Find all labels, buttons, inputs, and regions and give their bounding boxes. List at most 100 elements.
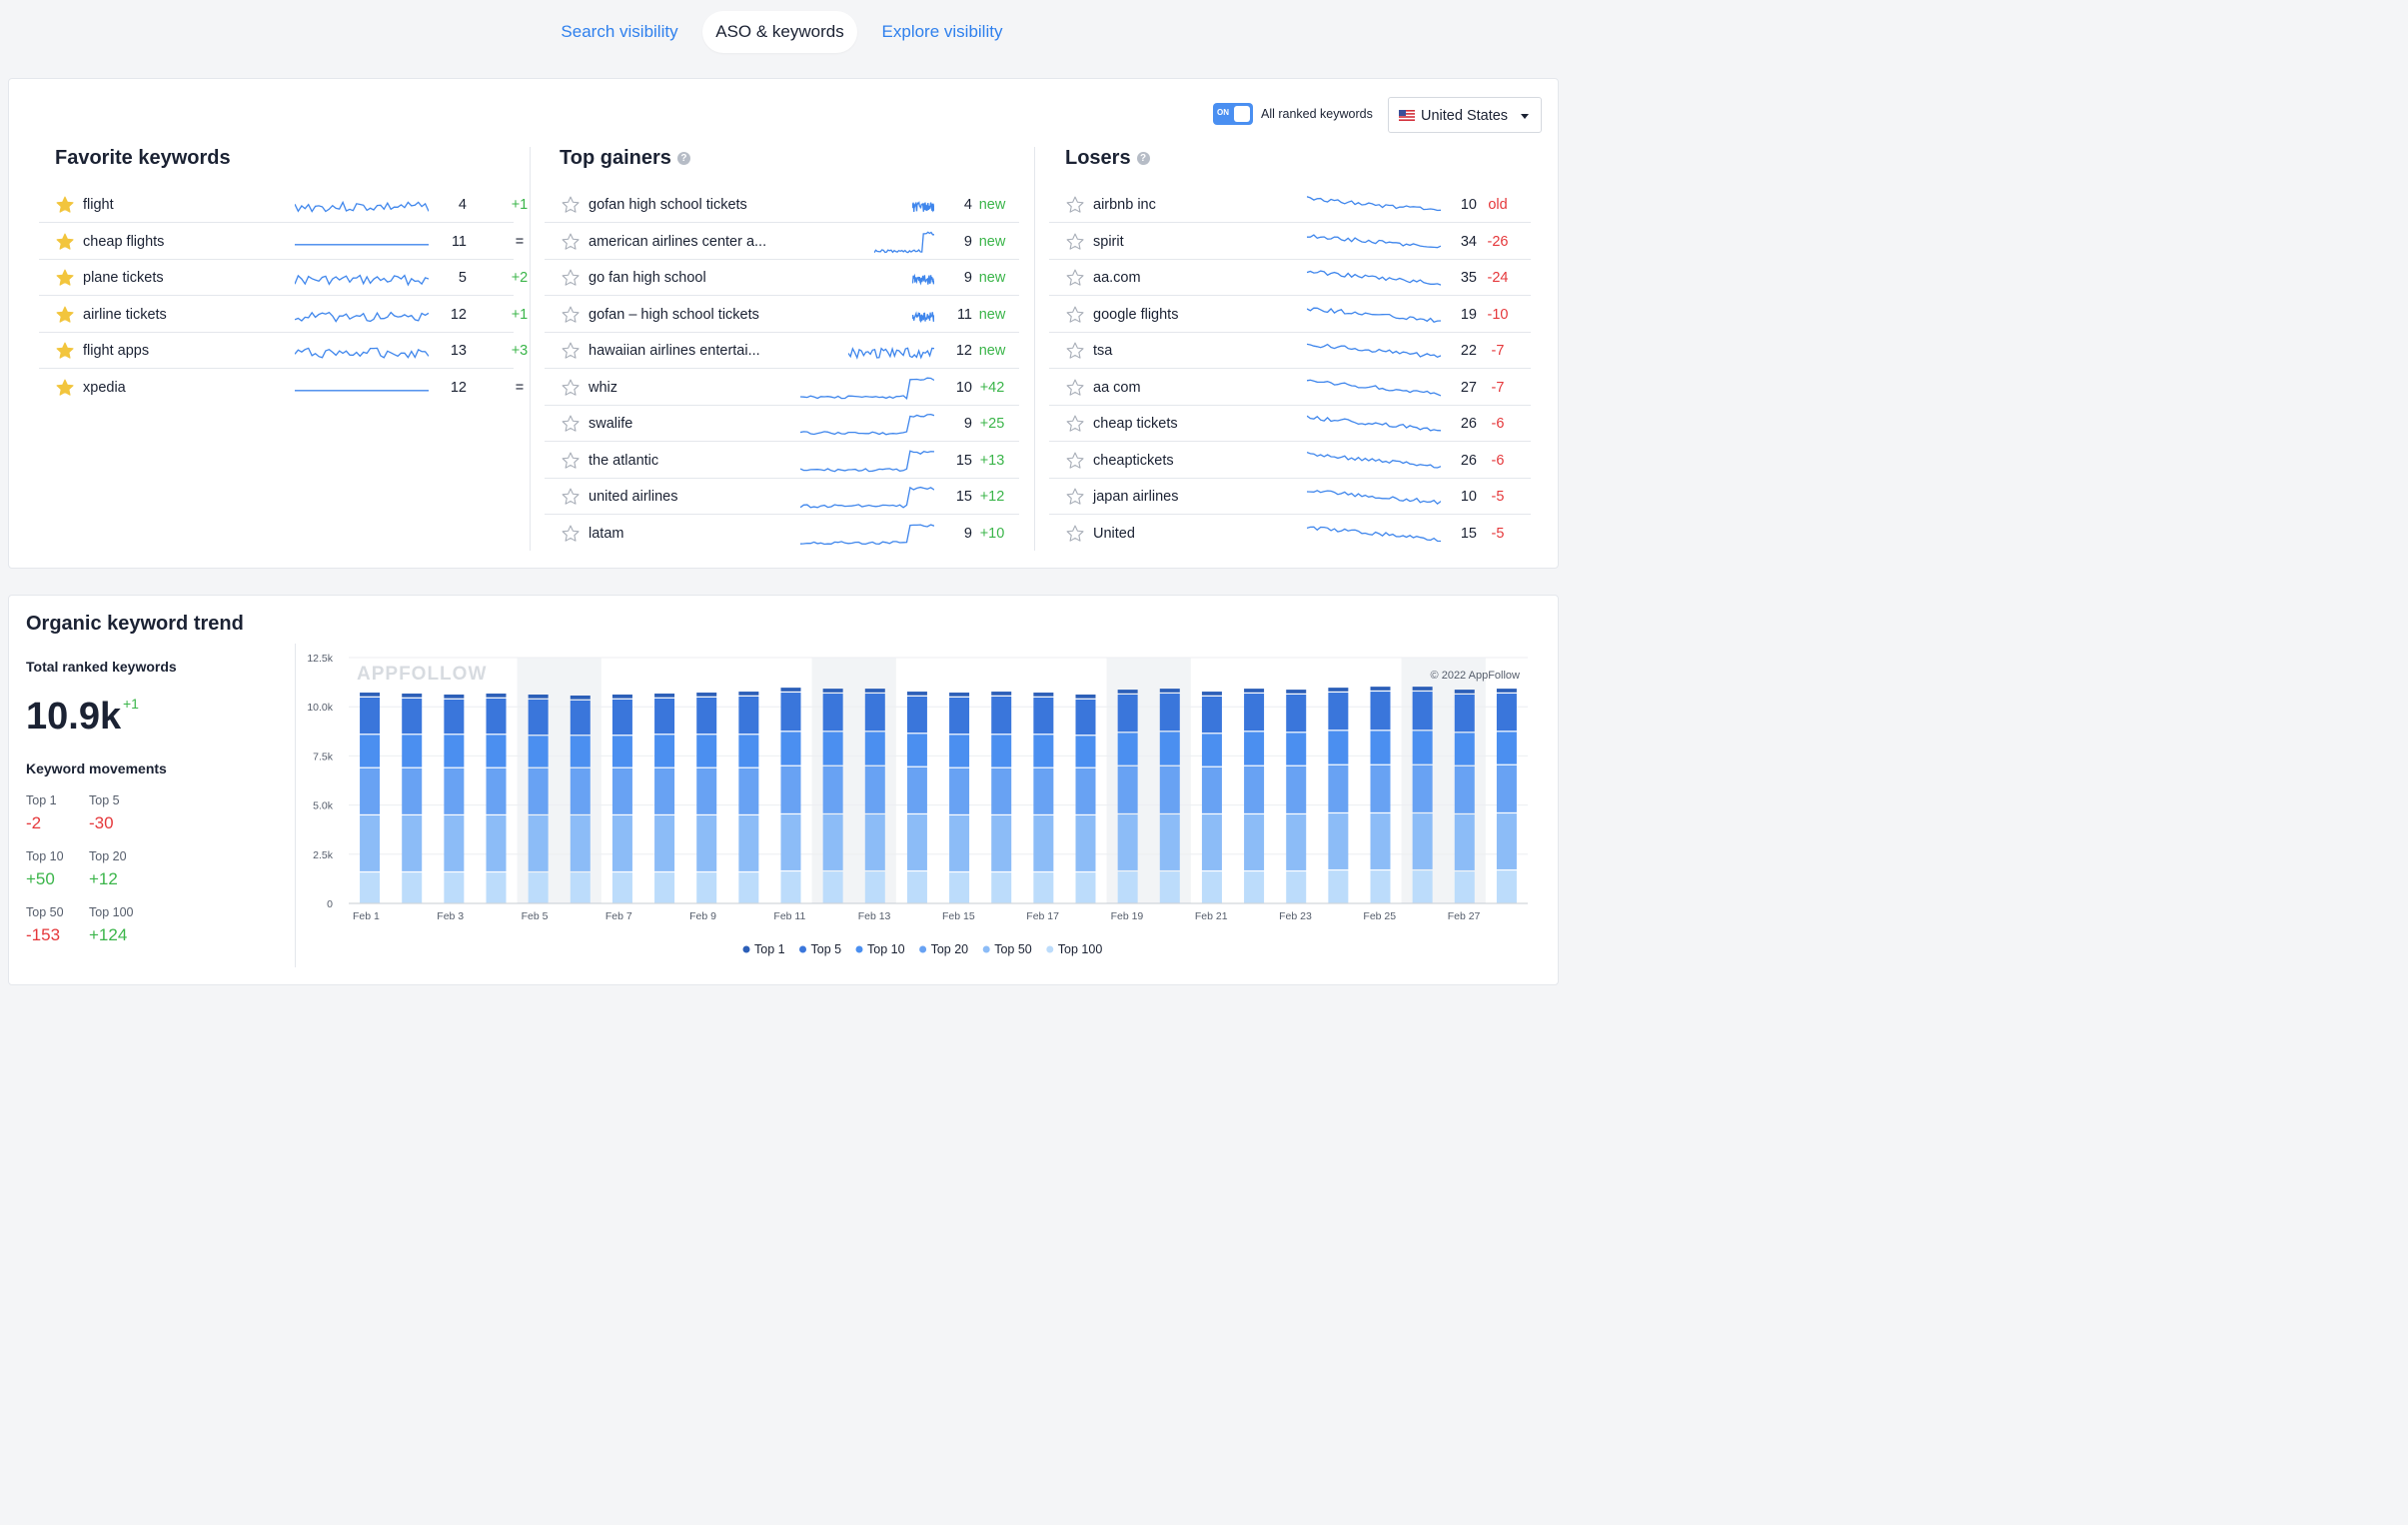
- keyword-name[interactable]: hawaiian airlines entertai...: [589, 343, 760, 359]
- bar-segment: [611, 872, 632, 903]
- star-outline-icon[interactable]: [561, 487, 581, 507]
- star-filled-icon[interactable]: [55, 195, 75, 215]
- star-outline-icon[interactable]: [561, 268, 581, 288]
- star-outline-icon[interactable]: [1065, 195, 1085, 215]
- keyword-row[interactable]: aa com 27 -7: [1049, 370, 1531, 406]
- keyword-name[interactable]: google flights: [1093, 306, 1179, 323]
- star-filled-icon[interactable]: [55, 268, 75, 288]
- keyword-row[interactable]: go fan high school 9 new: [545, 260, 1019, 296]
- keyword-row[interactable]: whiz 10 +42: [545, 370, 1019, 406]
- star-outline-icon[interactable]: [561, 341, 581, 361]
- star-outline-icon[interactable]: [561, 414, 581, 434]
- chart-credit: © 2022 AppFollow: [1431, 670, 1520, 682]
- keyword-name[interactable]: flight apps: [83, 343, 150, 359]
- bar-segment: [402, 815, 423, 871]
- rank-change: -6: [1491, 416, 1505, 432]
- bar-segment: [822, 765, 843, 813]
- help-icon[interactable]: ?: [676, 152, 690, 165]
- keyword-row[interactable]: google flights 19 -10: [1049, 297, 1531, 333]
- star-filled-icon[interactable]: [55, 232, 75, 252]
- keyword-row[interactable]: gofan – high school tickets 11 new: [545, 297, 1019, 333]
- star-filled-icon[interactable]: [55, 341, 75, 361]
- keyword-name[interactable]: whiz: [589, 379, 618, 396]
- keyword-name[interactable]: american airlines center a...: [589, 233, 767, 250]
- keyword-row[interactable]: flight 4 +1: [39, 187, 528, 223]
- keyword-name[interactable]: the atlantic: [589, 452, 659, 469]
- star-outline-icon[interactable]: [1065, 268, 1085, 288]
- bar-segment: [949, 767, 970, 814]
- keyword-name[interactable]: gofan – high school tickets: [589, 306, 759, 323]
- star-outline-icon[interactable]: [1065, 487, 1085, 507]
- keyword-name[interactable]: plane tickets: [83, 270, 164, 286]
- x-tick-label: Feb 25: [1363, 910, 1396, 922]
- keyword-name[interactable]: swalife: [589, 416, 633, 432]
- keyword-name[interactable]: gofan high school tickets: [589, 197, 747, 213]
- bar-segment: [949, 872, 970, 903]
- keyword-name[interactable]: airbnb inc: [1093, 197, 1156, 213]
- tab-explore-visibility[interactable]: Explore visibility: [881, 22, 1003, 41]
- keyword-name[interactable]: cheap flights: [83, 233, 165, 250]
- keyword-name[interactable]: flight: [83, 197, 114, 213]
- keyword-row[interactable]: aa.com 35 -24: [1049, 260, 1531, 296]
- keyword-name[interactable]: united airlines: [589, 489, 678, 505]
- bar-segment: [822, 694, 843, 732]
- keyword-name[interactable]: japan airlines: [1093, 489, 1179, 505]
- star-outline-icon[interactable]: [1065, 524, 1085, 544]
- keyword-row[interactable]: american airlines center a... 9 new: [545, 224, 1019, 260]
- keyword-name[interactable]: cheap tickets: [1093, 416, 1178, 432]
- keyword-row[interactable]: cheap flights 11 =: [39, 224, 524, 260]
- rank-change: -26: [1487, 233, 1509, 250]
- keyword-name[interactable]: aa.com: [1093, 270, 1141, 286]
- tab-aso-keywords[interactable]: ASO & keywords: [702, 11, 857, 53]
- top-gainers-title-text: Top gainers: [560, 147, 671, 169]
- help-icon[interactable]: ?: [1136, 152, 1150, 165]
- keyword-row[interactable]: spirit 34 -26: [1049, 224, 1531, 260]
- star-outline-icon[interactable]: [1065, 305, 1085, 325]
- tab-search-visibility[interactable]: Search visibility: [561, 22, 678, 41]
- star-outline-icon[interactable]: [1065, 414, 1085, 434]
- keyword-row[interactable]: airbnb inc 10 old: [1049, 187, 1531, 223]
- keyword-row[interactable]: cheaptickets 26 -6: [1049, 443, 1531, 479]
- keyword-name[interactable]: latam: [589, 525, 624, 542]
- keyword-row[interactable]: airline tickets 12 +1: [39, 297, 528, 333]
- bar-segment: [1286, 814, 1307, 870]
- keyword-row[interactable]: cheap tickets 26 -6: [1049, 406, 1531, 442]
- keyword-name[interactable]: cheaptickets: [1093, 452, 1174, 469]
- star-filled-icon[interactable]: [55, 378, 75, 398]
- star-outline-icon[interactable]: [1065, 451, 1085, 471]
- keyword-name[interactable]: tsa: [1093, 343, 1113, 359]
- keyword-row[interactable]: flight apps 13 +3: [39, 333, 528, 369]
- star-outline-icon[interactable]: [561, 451, 581, 471]
- star-outline-icon[interactable]: [1065, 232, 1085, 252]
- keyword-name[interactable]: spirit: [1093, 233, 1124, 250]
- star-outline-icon[interactable]: [561, 232, 581, 252]
- keyword-row[interactable]: japan airlines 10 -5: [1049, 479, 1531, 515]
- rank-position: 15: [955, 489, 972, 505]
- star-outline-icon[interactable]: [1065, 341, 1085, 361]
- country-select[interactable]: United States: [1388, 97, 1542, 133]
- keyword-row[interactable]: united airlines 15 +12: [545, 479, 1019, 515]
- keyword-row[interactable]: latam 9 +10: [545, 516, 1019, 552]
- keyword-row[interactable]: tsa 22 -7: [1049, 333, 1531, 369]
- all-ranked-keywords-toggle[interactable]: ON: [1213, 103, 1253, 125]
- keyword-row[interactable]: xpedia 12 =: [39, 370, 524, 406]
- star-outline-icon[interactable]: [561, 378, 581, 398]
- star-outline-icon[interactable]: [561, 524, 581, 544]
- keyword-row[interactable]: gofan high school tickets 4 new: [545, 187, 1019, 223]
- keyword-name[interactable]: aa com: [1093, 379, 1141, 396]
- keyword-row[interactable]: plane tickets 5 +2: [39, 260, 528, 296]
- keyword-name[interactable]: airline tickets: [83, 306, 167, 323]
- star-outline-icon[interactable]: [561, 305, 581, 325]
- star-filled-icon[interactable]: [55, 305, 75, 325]
- rank-position: 27: [1460, 379, 1477, 396]
- keyword-row[interactable]: the atlantic 15 +13: [545, 443, 1019, 479]
- keyword-name[interactable]: United: [1093, 525, 1135, 542]
- keyword-row[interactable]: United 15 -5: [1049, 516, 1531, 552]
- keyword-row[interactable]: hawaiian airlines entertai... 12 new: [545, 333, 1019, 369]
- star-outline-icon[interactable]: [561, 195, 581, 215]
- keyword-name[interactable]: xpedia: [83, 379, 126, 396]
- keyword-row[interactable]: swalife 9 +25: [545, 406, 1019, 442]
- keyword-name[interactable]: go fan high school: [589, 270, 706, 286]
- star-outline-icon[interactable]: [1065, 378, 1085, 398]
- rank-position: 5: [458, 270, 467, 286]
